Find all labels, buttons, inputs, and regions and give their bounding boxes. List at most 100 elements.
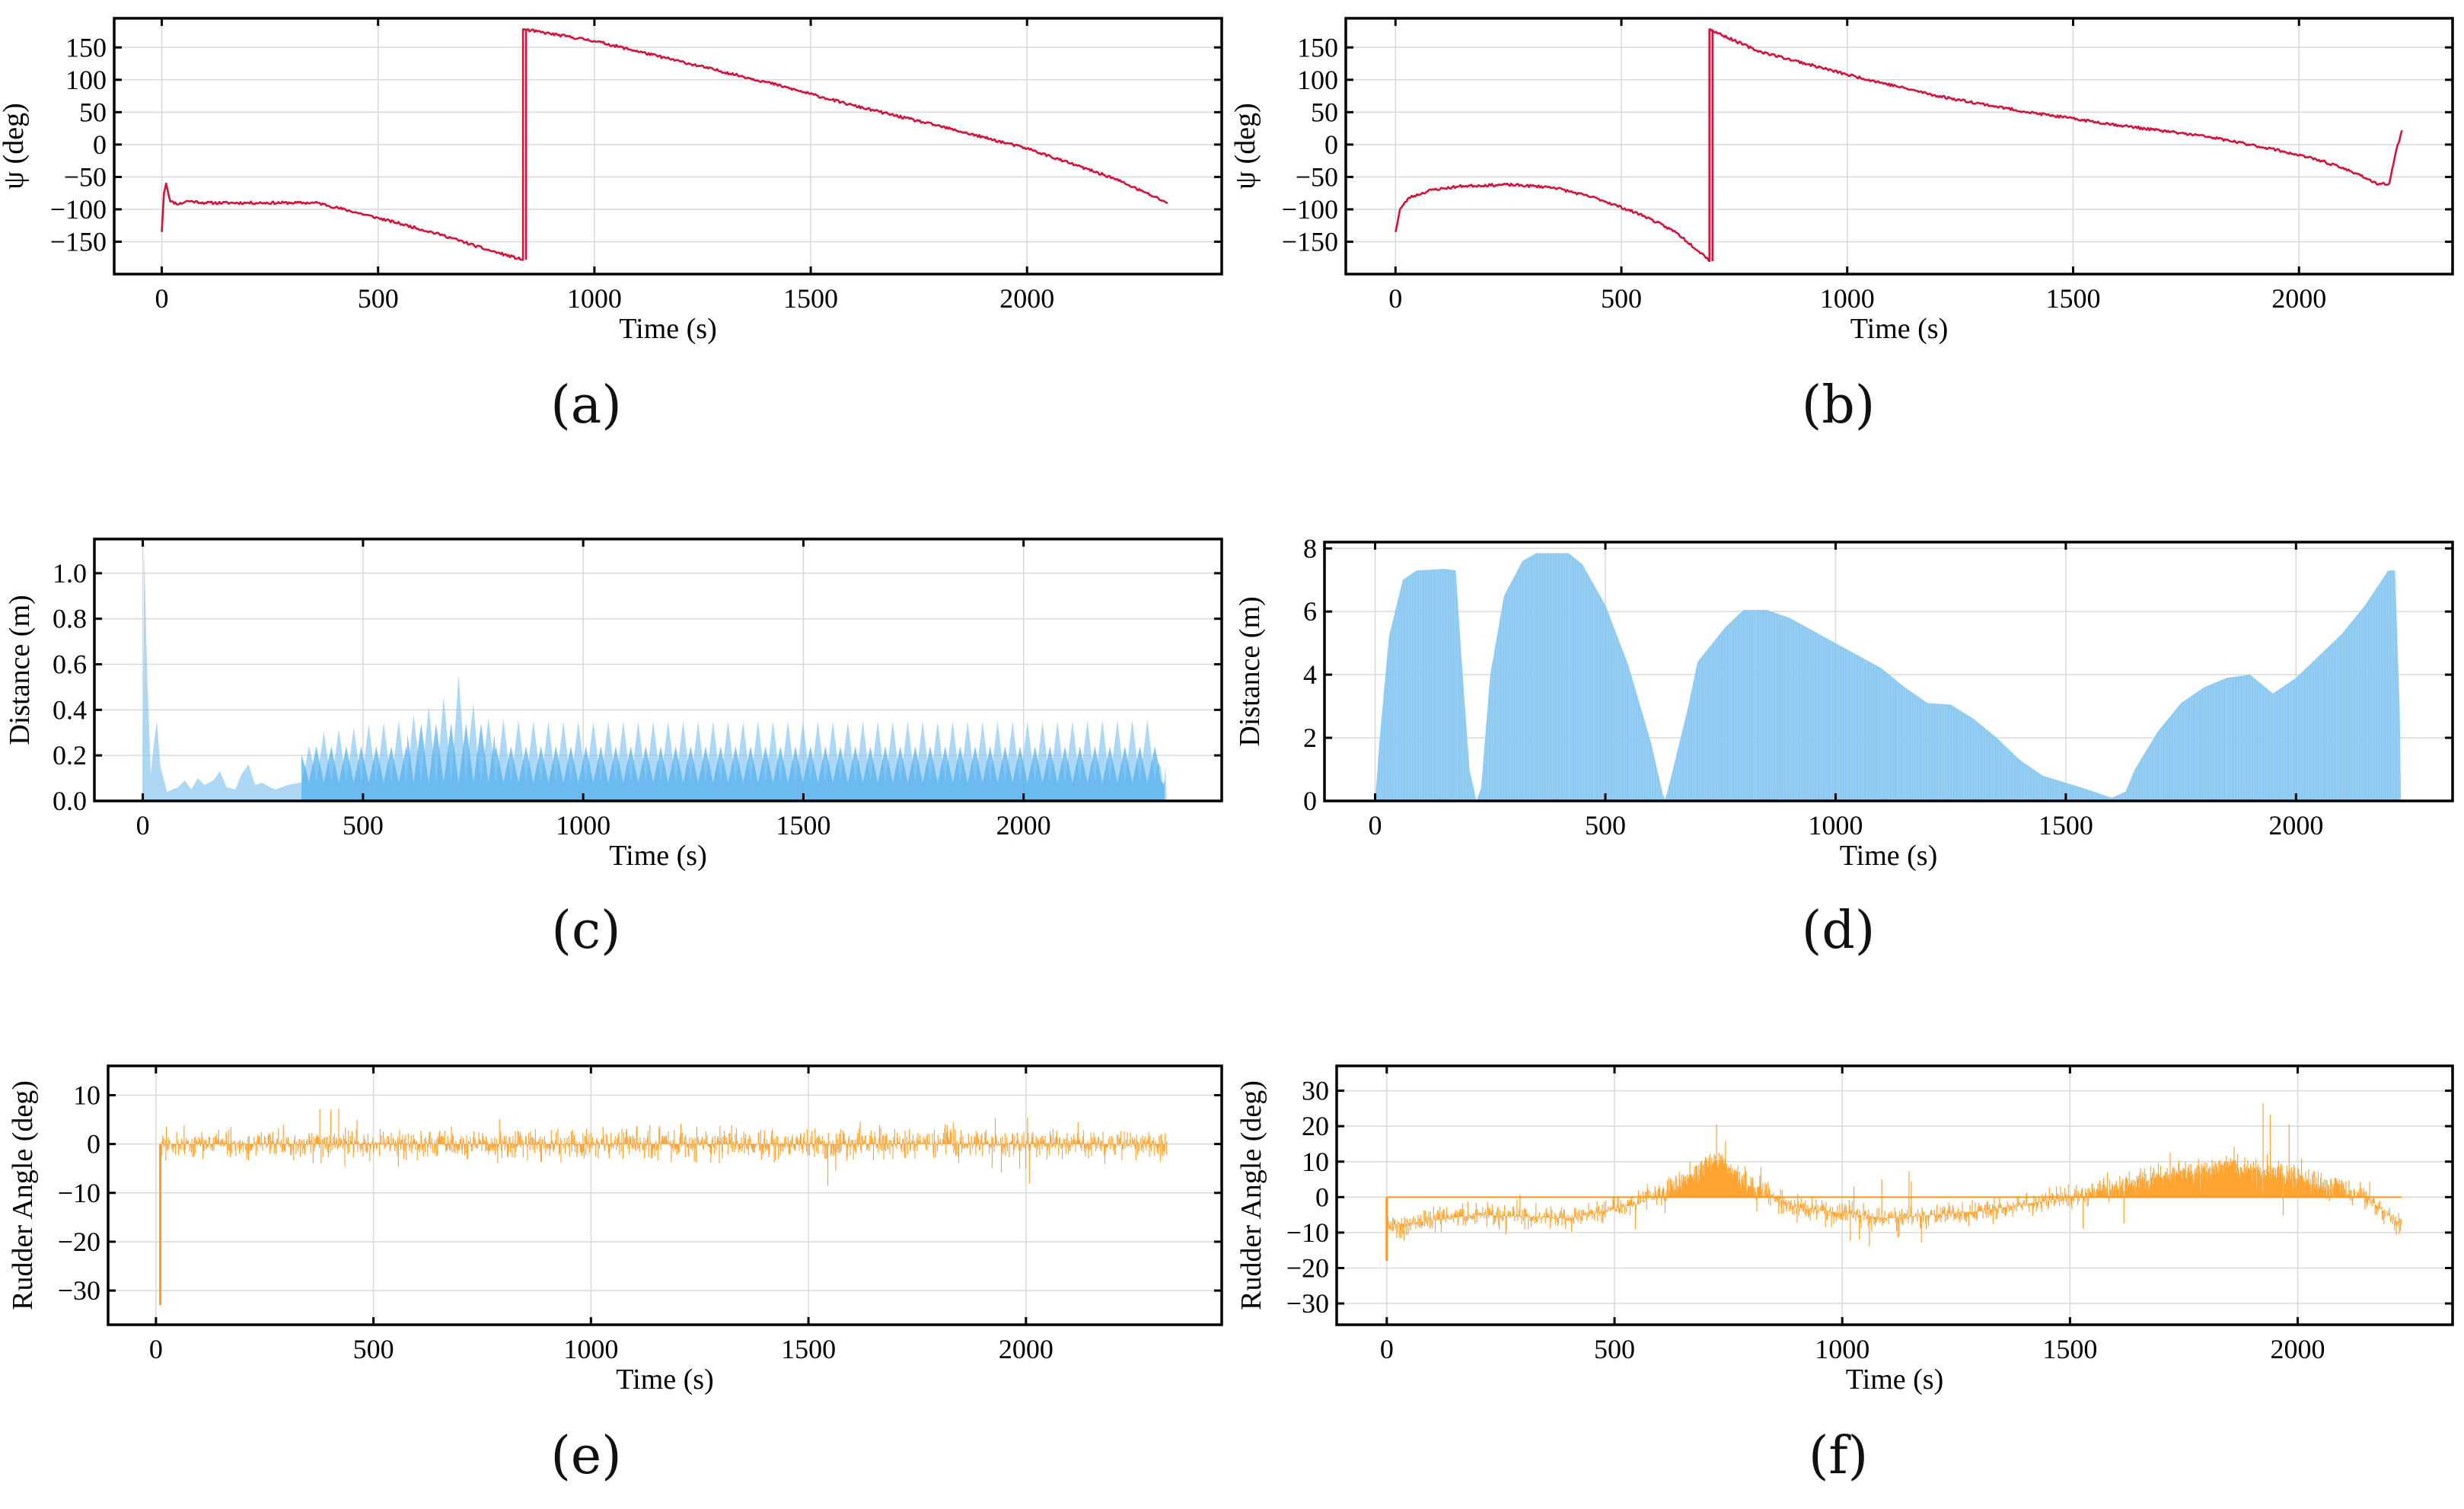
x-tick-label: 0 bbox=[149, 1334, 163, 1364]
plot-area bbox=[1346, 18, 2453, 274]
distance-area-inner bbox=[301, 723, 1165, 801]
y-tick-label: −10 bbox=[1286, 1217, 1329, 1248]
x-tick-label: 1500 bbox=[781, 1334, 836, 1364]
y-tick-label: 8 bbox=[1303, 533, 1317, 563]
y-tick-label: 150 bbox=[1297, 32, 1338, 62]
x-axis-title: Time (s) bbox=[1846, 1364, 1943, 1396]
x-tick-label: 1500 bbox=[2045, 283, 2100, 314]
y-tick-label: −150 bbox=[1282, 226, 1338, 257]
y-tick-label: 0.0 bbox=[53, 786, 87, 816]
distance-area-fill bbox=[1375, 553, 2402, 801]
x-tick-label: 2000 bbox=[996, 810, 1051, 841]
chart-b-heading: 0 500 1000 1500 2000−150−100−50050100150Time… bbox=[1229, 17, 2454, 435]
series-group bbox=[1385, 1103, 2402, 1262]
y-tick-label: −150 bbox=[50, 226, 107, 257]
x-tick-label: 1500 bbox=[776, 810, 830, 841]
panel-label: (c) bbox=[551, 901, 620, 961]
x-axis-title: Time (s) bbox=[609, 840, 706, 872]
x-tick-label: 500 bbox=[358, 283, 399, 314]
y-tick-label: 0.2 bbox=[53, 740, 87, 770]
y-tick-label: −30 bbox=[58, 1275, 100, 1306]
panel-label: (e) bbox=[550, 1426, 621, 1486]
y-tick-label: 0 bbox=[1315, 1182, 1329, 1212]
y-axis-title: ψ (deg) bbox=[0, 103, 30, 189]
plot-frame bbox=[107, 1064, 1223, 1326]
chart-f-rudder: 0 500 1000 1500 2000 −30 −20 −10 0 10 20 30 Time (s)… bbox=[1235, 1064, 2454, 1486]
y-tick-label: −50 bbox=[64, 161, 107, 192]
x-tick-label: 0 bbox=[1388, 283, 1402, 314]
y-axis-title: Rudder Angle (deg) bbox=[7, 1080, 39, 1310]
plot-area bbox=[114, 18, 1222, 274]
panel-label: (a) bbox=[550, 375, 622, 435]
plot-frame bbox=[1323, 541, 2454, 802]
panel-label: (d) bbox=[1802, 901, 1876, 961]
y-tick-label: 6 bbox=[1303, 596, 1317, 627]
x-tick-label: 1500 bbox=[783, 283, 838, 314]
y-axis-title: Distance (m) bbox=[4, 595, 36, 745]
x-tick-label: 2000 bbox=[2268, 810, 2323, 841]
x-tick-label: 2000 bbox=[2271, 283, 2326, 314]
x-tick-label: 0 bbox=[155, 283, 169, 314]
plot-area bbox=[108, 1066, 1222, 1325]
y-tick-label: 150 bbox=[65, 32, 107, 62]
panel-label: (b) bbox=[1802, 375, 1876, 435]
x-tick-label: 1000 bbox=[556, 810, 610, 841]
y-tick-label: 0 bbox=[87, 1129, 100, 1160]
y-tick-label: −50 bbox=[1296, 161, 1338, 192]
x-tick-label: 500 bbox=[353, 1334, 394, 1364]
x-axis-title: Time (s) bbox=[1850, 313, 1948, 345]
x-tick-label: 2000 bbox=[999, 1334, 1053, 1364]
x-tick-label: 2000 bbox=[2271, 1334, 2325, 1364]
series-group bbox=[142, 550, 1167, 801]
y-tick-label: 10 bbox=[1302, 1147, 1329, 1177]
y-tick-label: 30 bbox=[1302, 1076, 1329, 1106]
y-tick-label: 0 bbox=[1324, 129, 1338, 160]
y-tick-label: 20 bbox=[1302, 1111, 1329, 1141]
y-axis-title: Distance (m) bbox=[1234, 596, 1266, 746]
plot-frame bbox=[93, 538, 1223, 802]
x-tick-label: 500 bbox=[1585, 810, 1626, 841]
y-tick-label: 100 bbox=[65, 65, 107, 95]
y-tick-label: −100 bbox=[50, 194, 107, 225]
x-tick-label: 1500 bbox=[2038, 810, 2093, 841]
x-tick-label: 1000 bbox=[563, 1334, 618, 1364]
y-tick-label: 50 bbox=[79, 97, 107, 127]
x-tick-label: 500 bbox=[1601, 283, 1642, 314]
y-tick-label: −100 bbox=[1282, 194, 1338, 225]
chart-a-heading: 0 500 1000 1500 2000−150−100−50050100150Time… bbox=[0, 17, 1223, 435]
y-tick-label: −20 bbox=[1286, 1252, 1329, 1283]
y-tick-label: 2 bbox=[1303, 723, 1317, 753]
y-tick-label: 0 bbox=[93, 129, 107, 160]
y-tick-label: −10 bbox=[58, 1178, 100, 1208]
y-tick-label: 100 bbox=[1297, 65, 1338, 95]
series-group bbox=[1395, 28, 2403, 263]
y-tick-label: 0.4 bbox=[53, 694, 87, 725]
series-group bbox=[159, 1109, 1168, 1306]
x-axis-title: Time (s) bbox=[616, 1364, 713, 1396]
chart-d-distance: 0 500 1000 1500 2000 0 2 4 6 8 Time (s) Distance (m… bbox=[1234, 533, 2454, 961]
y-tick-label: 0 bbox=[1303, 786, 1317, 816]
plot-frame bbox=[1344, 17, 2454, 276]
y-tick-label: 1.0 bbox=[53, 558, 87, 589]
heading-series-line bbox=[161, 28, 1168, 261]
x-tick-label: 1000 bbox=[1815, 1334, 1870, 1364]
x-tick-label: 1000 bbox=[567, 283, 622, 314]
y-axis-title: Rudder Angle (deg) bbox=[1235, 1080, 1267, 1310]
x-tick-label: 2000 bbox=[999, 283, 1054, 314]
y-tick-label: 50 bbox=[1311, 97, 1338, 127]
y-axis-title: ψ (deg) bbox=[1229, 103, 1261, 189]
x-tick-label: 500 bbox=[1594, 1334, 1635, 1364]
x-tick-label: 0 bbox=[1369, 810, 1382, 841]
plot-frame bbox=[1335, 1064, 2454, 1326]
x-tick-label: 500 bbox=[343, 810, 384, 841]
x-tick-label: 1000 bbox=[1808, 810, 1863, 841]
y-tick-label: −20 bbox=[58, 1227, 100, 1257]
plot-frame bbox=[113, 17, 1223, 276]
series-group bbox=[161, 28, 1168, 261]
x-tick-label: 1000 bbox=[1820, 283, 1875, 314]
y-tick-label: 4 bbox=[1303, 659, 1317, 690]
y-tick-label: 0.8 bbox=[53, 604, 87, 634]
x-tick-label: 1500 bbox=[2042, 1334, 2097, 1364]
x-axis-title: Time (s) bbox=[1840, 840, 1937, 872]
